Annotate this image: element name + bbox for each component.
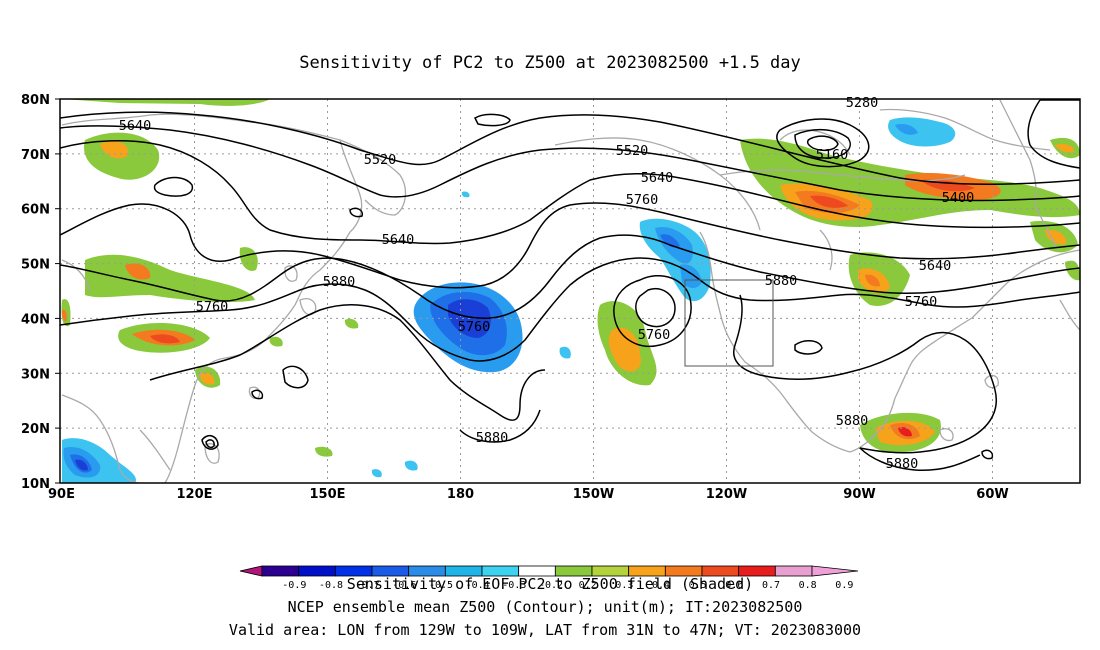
lon-label: 90E [48, 487, 75, 502]
lat-label: 80N [21, 93, 50, 108]
contour-label: 5760 [626, 192, 659, 208]
colorbar-swatch [298, 565, 336, 577]
colorbar-label: 0.5 [689, 580, 707, 591]
contour-label: 5880 [836, 413, 869, 429]
colorbar-label: 0.4 [652, 580, 670, 591]
lat-label: 50N [21, 258, 50, 273]
colorbar-label: -0.7 [356, 580, 380, 591]
colorbar-label: 0.6 [725, 580, 743, 591]
plot-frame [59, 98, 1081, 484]
lon-label: 120E [176, 487, 212, 502]
contour-label: 5880 [765, 273, 798, 289]
colorbar-label: 0.8 [799, 580, 817, 591]
contour-label: 5640 [641, 170, 674, 186]
contour-label: 5880 [323, 274, 356, 290]
colorbar-label: 0.3 [615, 580, 633, 591]
colorbar-label: 0.9 [835, 580, 853, 591]
contour-labels: 5280 5160 5400 5520 5520 5640 5640 5640 5640 5760… [119, 95, 975, 472]
colorbar-label: -0.4 [466, 580, 490, 591]
contour-label: 5640 [382, 232, 415, 248]
lat-label: 30N [21, 367, 50, 382]
colorbar-swatch [261, 565, 300, 577]
contour-label: 5880 [476, 430, 509, 446]
valid-area-box [684, 279, 774, 367]
caption-line-3: Valid area: LON from 129W to 109W, LAT f… [229, 621, 861, 639]
map-title: Sensitivity of PC2 to Z500 at 2023082500… [299, 53, 801, 73]
caption-line-1: Sensitivity of EOF PC2 to Z500 field (Sh… [347, 575, 753, 593]
lat-label: 70N [21, 148, 50, 163]
lat-label: 10N [21, 477, 50, 492]
z500-contours [60, 99, 1080, 471]
colorbar-label: 0.7 [762, 580, 780, 591]
contour-label: 5400 [942, 190, 975, 206]
colorbar-label: -0.8 [319, 580, 343, 591]
contour-label: 5880 [886, 456, 919, 472]
colorbar-right-arrow [811, 565, 859, 577]
lon-label: 60W [976, 487, 1008, 502]
latitude-labels: 80N 70N 60N 50N 40N 30N 20N 10N [21, 93, 60, 492]
contour-label: 5640 [919, 258, 952, 274]
contour-label: 5280 [846, 95, 879, 111]
contour-label: 5760 [196, 299, 229, 315]
colorbar-label: -0.5 [429, 580, 453, 591]
colorbar-label: 0.2 [579, 580, 597, 591]
colorbar: -0.9 -0.8 -0.7 -0.6 -0.5 -0.4 -0.3 -0.2 0.2 0.3 0.… [239, 565, 859, 591]
graticule [60, 99, 1080, 483]
contour-label: 5520 [364, 152, 397, 168]
colorbar-label: -0.6 [392, 580, 416, 591]
contour-label: 5760 [638, 327, 671, 343]
contour-label: 5520 [616, 143, 649, 159]
lat-label: 40N [21, 312, 50, 327]
lat-label: 20N [21, 422, 50, 437]
contour-label: 5160 [816, 147, 849, 163]
colorbar-label: -0.3 [502, 580, 526, 591]
lon-label: 150W [573, 487, 614, 502]
lon-label: 180 [447, 487, 474, 502]
lat-label: 60N [21, 203, 50, 218]
positive-shading [61, 99, 1080, 457]
caption-line-2: NCEP ensemble mean Z500 (Contour); unit(… [288, 598, 803, 616]
contour-label: 5760 [458, 319, 491, 335]
lon-label: 90W [843, 487, 875, 502]
contour-label: 5640 [119, 118, 152, 134]
contour-label: 5760 [905, 294, 938, 310]
colorbar-label: -0.2 [539, 580, 563, 591]
colorbar-left-arrow [239, 565, 263, 577]
colorbar-swatch [774, 565, 813, 577]
longitude-labels: 90E 120E 150E 180 150W 120W 90W 60W [48, 487, 1009, 502]
plot-area [60, 99, 1080, 483]
colorbar-label: -0.9 [282, 580, 306, 591]
lon-label: 120W [706, 487, 747, 502]
lon-label: 150E [309, 487, 345, 502]
